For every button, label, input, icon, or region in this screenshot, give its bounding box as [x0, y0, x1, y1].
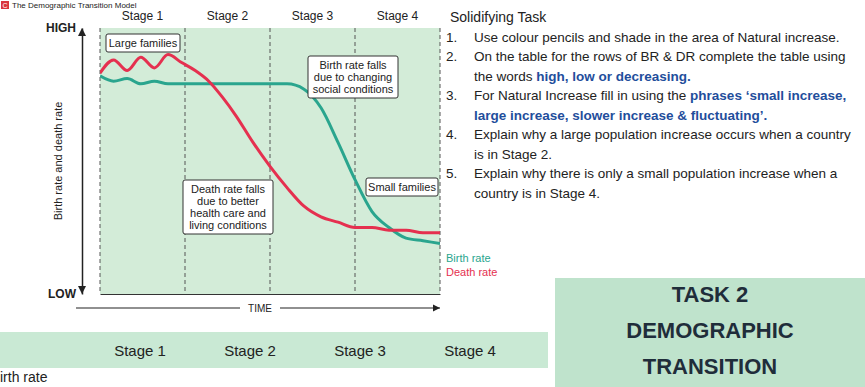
table-band [0, 332, 548, 368]
y-tick-label: LOW [48, 287, 77, 301]
y-axis-line [82, 29, 84, 295]
task-body: Use colour pencils and shade in the area… [474, 28, 839, 48]
x-axis-title: TIME [248, 303, 272, 314]
task-text: Use colour pencils and shade in the area… [474, 30, 839, 45]
annotation: Small families [366, 178, 438, 196]
stage-label: Stage 4 [377, 9, 419, 23]
series-group [100, 55, 440, 244]
y-axis-title: Birth rate and death rate [52, 102, 64, 221]
plot-area [100, 28, 440, 294]
grid-line [440, 28, 441, 294]
stage-label: Stage 1 [122, 9, 164, 23]
x-axis-line [101, 294, 441, 295]
header-marker: C [2, 2, 7, 9]
annotation-box [183, 180, 273, 234]
annotation-text: Large families [109, 37, 178, 49]
task-number: 3. [446, 86, 474, 125]
stage-label: Stage 2 [207, 9, 249, 23]
task-text: Explain why a large population increase … [474, 127, 851, 162]
x-axis [101, 294, 441, 296]
task-item: 3.For Natural Increase fill in using the… [446, 86, 860, 125]
grid-line [270, 28, 271, 294]
task-body: On the table for the rows of BR & DR com… [474, 47, 860, 86]
y-arrow-head [78, 286, 86, 294]
annotation-box [106, 34, 180, 52]
y-axis: LOW HIGH [46, 21, 83, 301]
task-text: Explain why there is only a small popula… [474, 166, 837, 201]
header-title: The Demographic Transition Model [12, 1, 137, 10]
annotation-text: Death rate falls [191, 183, 265, 195]
annotation-text: Birth rate falls [319, 59, 387, 71]
y-tick: LOW [48, 287, 82, 301]
task-body: Explain why there is only a small popula… [474, 164, 860, 203]
header-marker-box [1, 1, 9, 9]
y-arrow-head [78, 28, 86, 36]
task-body: Explain why a large population increase … [474, 125, 860, 164]
annotation: Large families [106, 34, 180, 52]
y-tick: HIGH [46, 21, 82, 35]
task-item: 1.Use colour pencils and shade in the ar… [446, 28, 860, 48]
badge-text: TRANSITION [643, 354, 777, 379]
annotation-box [308, 56, 398, 98]
annotation-text: health care and [190, 207, 266, 219]
annotation-text: social conditions [313, 83, 394, 95]
annotation: Death rate fallsdue to betterhealth care… [183, 180, 273, 234]
task-item: 4.Explain why a large population increas… [446, 125, 860, 164]
task-number: 1. [446, 28, 474, 48]
badge-text: DEMOGRAPHIC [626, 318, 794, 343]
annotation-text: due to changing [314, 71, 392, 83]
task-text: high, low or decreasing. [536, 69, 691, 84]
task-title: Solidifying Task [450, 8, 860, 28]
annotation: Birth rate fallsdue to changingsocial co… [308, 56, 398, 98]
annotation-box [366, 178, 438, 196]
task-number: 4. [446, 125, 474, 164]
grid-line [100, 28, 101, 294]
series-label: Birth rate [446, 252, 491, 264]
task-number: 5. [446, 164, 474, 203]
annotation-text: living conditions [189, 219, 267, 231]
annotation-text: Small families [368, 181, 436, 193]
annotation-text: due to better [197, 195, 259, 207]
y-tick-label: HIGH [46, 21, 76, 35]
task-item: 5.Explain why there is only a small popu… [446, 164, 860, 203]
table-header: Stage 4 [444, 342, 496, 359]
time-arrow-head [433, 305, 440, 312]
grid-line [185, 28, 186, 294]
task-item: 2.On the table for the rows of BR & DR c… [446, 47, 860, 86]
task-badge [555, 278, 865, 387]
task-number: 2. [446, 47, 474, 86]
stage-label: Stage 3 [292, 9, 334, 23]
table-row-label: irth rate [0, 369, 48, 385]
task-body: For Natural Increase fill in using the p… [474, 86, 860, 125]
table-header: Stage 2 [224, 342, 276, 359]
table-header: Stage 3 [334, 342, 386, 359]
time-label-bg [240, 302, 280, 314]
series-label: Death rate [446, 266, 497, 278]
grid [100, 28, 440, 294]
table-header: Stage 1 [114, 342, 166, 359]
task-text: For Natural Increase fill in using the [474, 88, 690, 103]
series-line [100, 76, 440, 244]
task-list: Solidifying Task1.Use colour pencils and… [446, 8, 860, 203]
badge-text: TASK 2 [672, 282, 749, 307]
